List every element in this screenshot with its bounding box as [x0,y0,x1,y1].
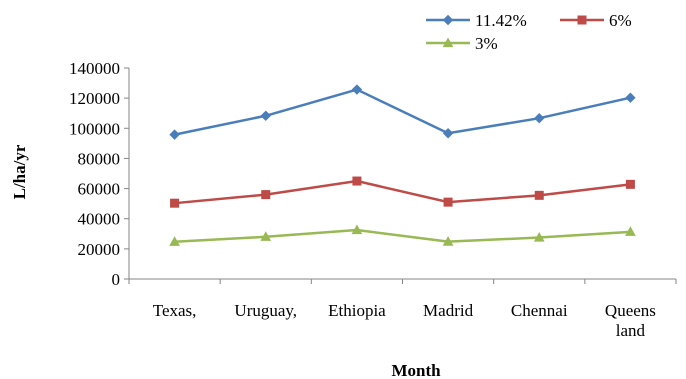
data-point [625,179,635,189]
series-line [174,228,631,244]
x-axis: Texas, Uruguay, Ethiopia Madrid Chennai Queen… [128,278,677,340]
series-3 [169,224,636,246]
x-tick-label-line: Queens [605,301,656,320]
data-point [534,190,544,200]
data-point [351,84,363,95]
data-point [260,110,271,121]
y-tick-label: 0 [112,270,121,289]
legend-label: 3% [475,34,498,53]
legend-item-6: 6% [560,11,632,30]
legend-marker [442,14,454,26]
x-tick-label: Texas, [153,301,197,320]
x-axis-title: Month [391,361,441,379]
legend-item-3: 3% [426,34,498,53]
data-point [352,176,362,186]
x-tick-label: Chennai [511,301,568,320]
y-tick-label: 40000 [78,210,121,229]
data-point [442,128,454,139]
data-point [533,232,545,242]
legend-marker [442,37,454,48]
data-point [625,92,636,103]
x-tick-label: Ethiopia [328,301,386,320]
series-line [174,88,631,136]
x-tick-label-line: land [616,321,646,340]
y-tick-label: 140000 [69,59,120,78]
y-axis-title: L/ha/yr [10,144,29,199]
legend-marker [577,15,587,25]
y-tick-label: 120000 [69,89,120,108]
data-point [169,236,180,246]
data-point [351,224,363,235]
legend-label: 6% [609,11,632,30]
data-point [443,197,453,207]
y-tick-label: 20000 [78,240,121,259]
legend: 11.42% 6% 3% [426,11,632,53]
x-tick-label-line: Uruguay, [234,301,297,320]
legend-item-11-42: 11.42% [426,11,527,30]
data-point [442,236,454,246]
y-tick-label: 60000 [78,180,121,199]
y-axis: 0 20000 40000 60000 80000 100000 120000 140000 [69,59,130,289]
data-point [261,190,271,200]
y-tick-label: 80000 [78,149,121,168]
data-point [260,231,272,241]
data-point [534,112,545,124]
y-tick-label: 100000 [69,119,120,138]
legend-label: 11.42% [475,11,527,30]
x-tick-label: Queens land [605,301,656,340]
x-tick-label-line: Madrid [423,301,474,320]
x-tick-label: Uruguay, [234,301,297,320]
x-tick-label-line: Texas, [153,301,197,320]
x-tick-label: Madrid [423,301,474,320]
series-11-42 [169,84,636,140]
x-tick-label-line: Ethiopia [328,301,386,320]
plot-area [169,84,636,246]
data-point [625,226,636,236]
series-line [174,179,631,205]
series-6 [170,176,635,208]
x-tick-label-line: Chennai [511,301,568,320]
data-point [169,129,180,140]
data-point [170,198,180,208]
